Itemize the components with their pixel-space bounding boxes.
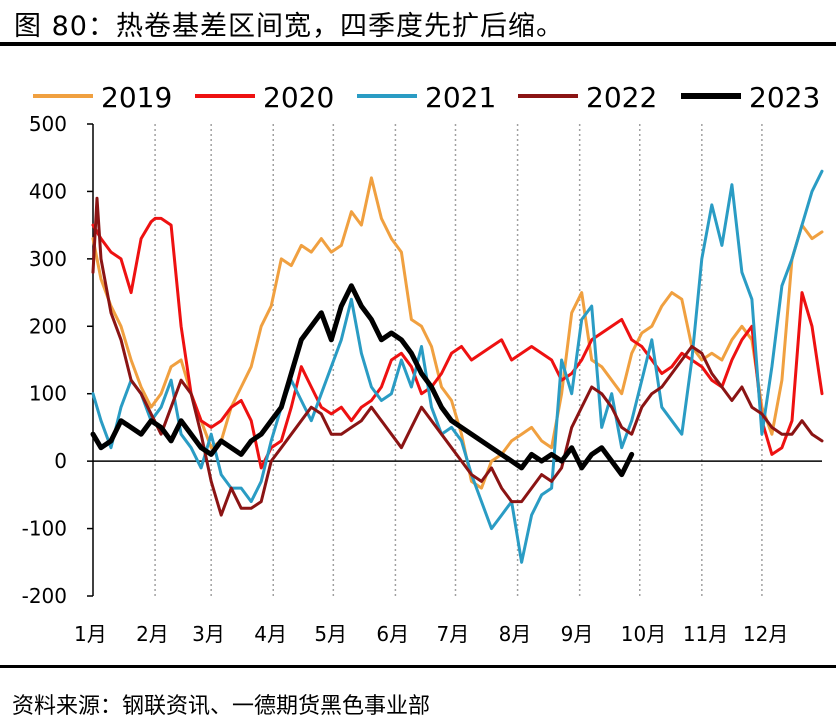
series-line-2020: [91, 216, 824, 470]
y-tick-label: 500: [29, 112, 67, 136]
figure-title: 图 80：热卷基差区间宽，四季度先扩后缩。: [14, 11, 564, 42]
legend-label-2019: 2019: [101, 81, 172, 114]
x-tick-label: 2月: [136, 622, 169, 646]
legend-label-2021: 2021: [425, 81, 496, 114]
series-line-2021: [91, 169, 824, 564]
y-tick-label: -100: [22, 517, 67, 541]
series-line-2023: [90, 283, 635, 478]
y-tick-label: -200: [22, 584, 67, 608]
y-tick-label: 0: [54, 449, 67, 473]
x-tick-label: 8月: [499, 622, 532, 646]
x-tick-label: 4月: [254, 622, 287, 646]
x-tick-label: 1月: [74, 622, 107, 646]
y-tick-label: 100: [29, 382, 67, 406]
x-tick-label: 10月: [621, 622, 666, 646]
legend-label-2022: 2022: [586, 81, 657, 114]
source-note: 资料来源：钢联资讯、一德期货黑色事业部: [12, 694, 431, 719]
basis-line-chart: -200 -100 0 100 200 300 400 500 1月 2月 3月 4月 5月 6月 7月 8月…: [22, 81, 824, 646]
legend-label-2020: 2020: [263, 81, 334, 114]
title-rule: [0, 42, 836, 46]
y-tick-label: 200: [29, 314, 67, 338]
x-tick-label: 6月: [376, 622, 409, 646]
x-tick-label: 5月: [314, 622, 347, 646]
y-tick-label: 400: [29, 179, 67, 203]
legend-label-2023: 2023: [749, 81, 820, 114]
x-tick-label: 7月: [436, 622, 469, 646]
x-tick-label: 3月: [192, 622, 225, 646]
source-rule: [0, 665, 836, 668]
x-tick-label: 9月: [561, 622, 594, 646]
x-tick-label: 12月: [743, 622, 788, 646]
x-tick-label: 11月: [683, 622, 728, 646]
y-tick-label: 300: [29, 247, 67, 271]
